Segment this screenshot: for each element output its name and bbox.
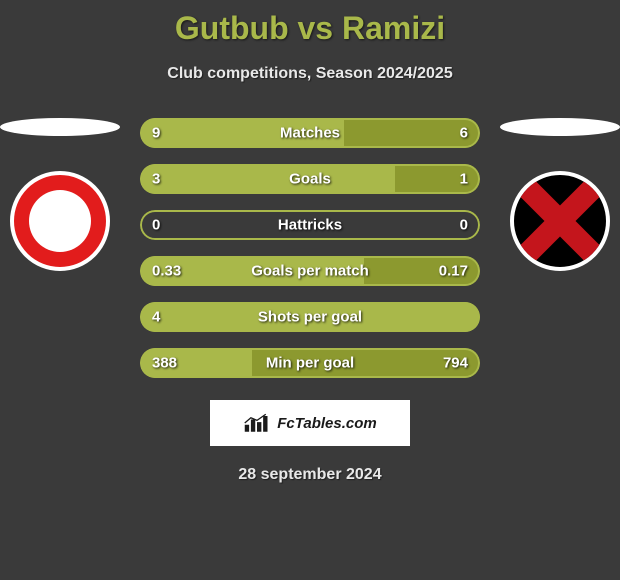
stat-value-right: 0 [460, 217, 468, 234]
stat-value-right: 1 [460, 171, 468, 188]
stat-bar: Shots per goal 4 [140, 302, 480, 332]
team-right-badge [510, 171, 610, 271]
stat-label: Shots per goal [258, 309, 362, 326]
stat-bar: Matches 9 6 [140, 118, 480, 148]
stat-value-left: 4 [152, 309, 160, 326]
stat-label: Hattricks [278, 217, 342, 234]
stat-value-left: 388 [152, 355, 177, 372]
stat-label: Matches [280, 125, 340, 142]
attribution-text: FcTables.com [277, 415, 376, 432]
attribution-badge: FcTables.com [210, 400, 410, 446]
stat-value-right: 6 [460, 125, 468, 142]
subtitle: Club competitions, Season 2024/2025 [0, 65, 620, 83]
team-left-badge [10, 171, 110, 271]
team-right [500, 118, 620, 271]
page-title: Gutbub vs Ramizi [0, 0, 620, 47]
stat-label: Min per goal [266, 355, 354, 372]
stat-value-left: 9 [152, 125, 160, 142]
ellipse-decor [0, 118, 120, 136]
stat-value-right: 0.17 [439, 263, 468, 280]
comparison-panel: Matches 9 6 Goals 3 1 Hattricks 0 0 Goals per mat… [0, 118, 620, 484]
chart-icon [243, 411, 271, 435]
stat-value-left: 0 [152, 217, 160, 234]
stat-bar: Goals per match 0.33 0.17 [140, 256, 480, 286]
date-label: 28 september 2024 [0, 466, 620, 484]
stat-bar: Goals 3 1 [140, 164, 480, 194]
ellipse-decor [500, 118, 620, 136]
stat-bar: Min per goal 388 794 [140, 348, 480, 378]
stat-bar: Hattricks 0 0 [140, 210, 480, 240]
team-left [0, 118, 120, 271]
stat-bars: Matches 9 6 Goals 3 1 Hattricks 0 0 Goals per mat… [140, 118, 480, 378]
stat-label: Goals [289, 171, 331, 188]
stat-label: Goals per match [251, 263, 369, 280]
stat-value-right: 794 [443, 355, 468, 372]
stat-value-left: 3 [152, 171, 160, 188]
bar-fill-left [140, 164, 395, 194]
stat-value-left: 0.33 [152, 263, 181, 280]
